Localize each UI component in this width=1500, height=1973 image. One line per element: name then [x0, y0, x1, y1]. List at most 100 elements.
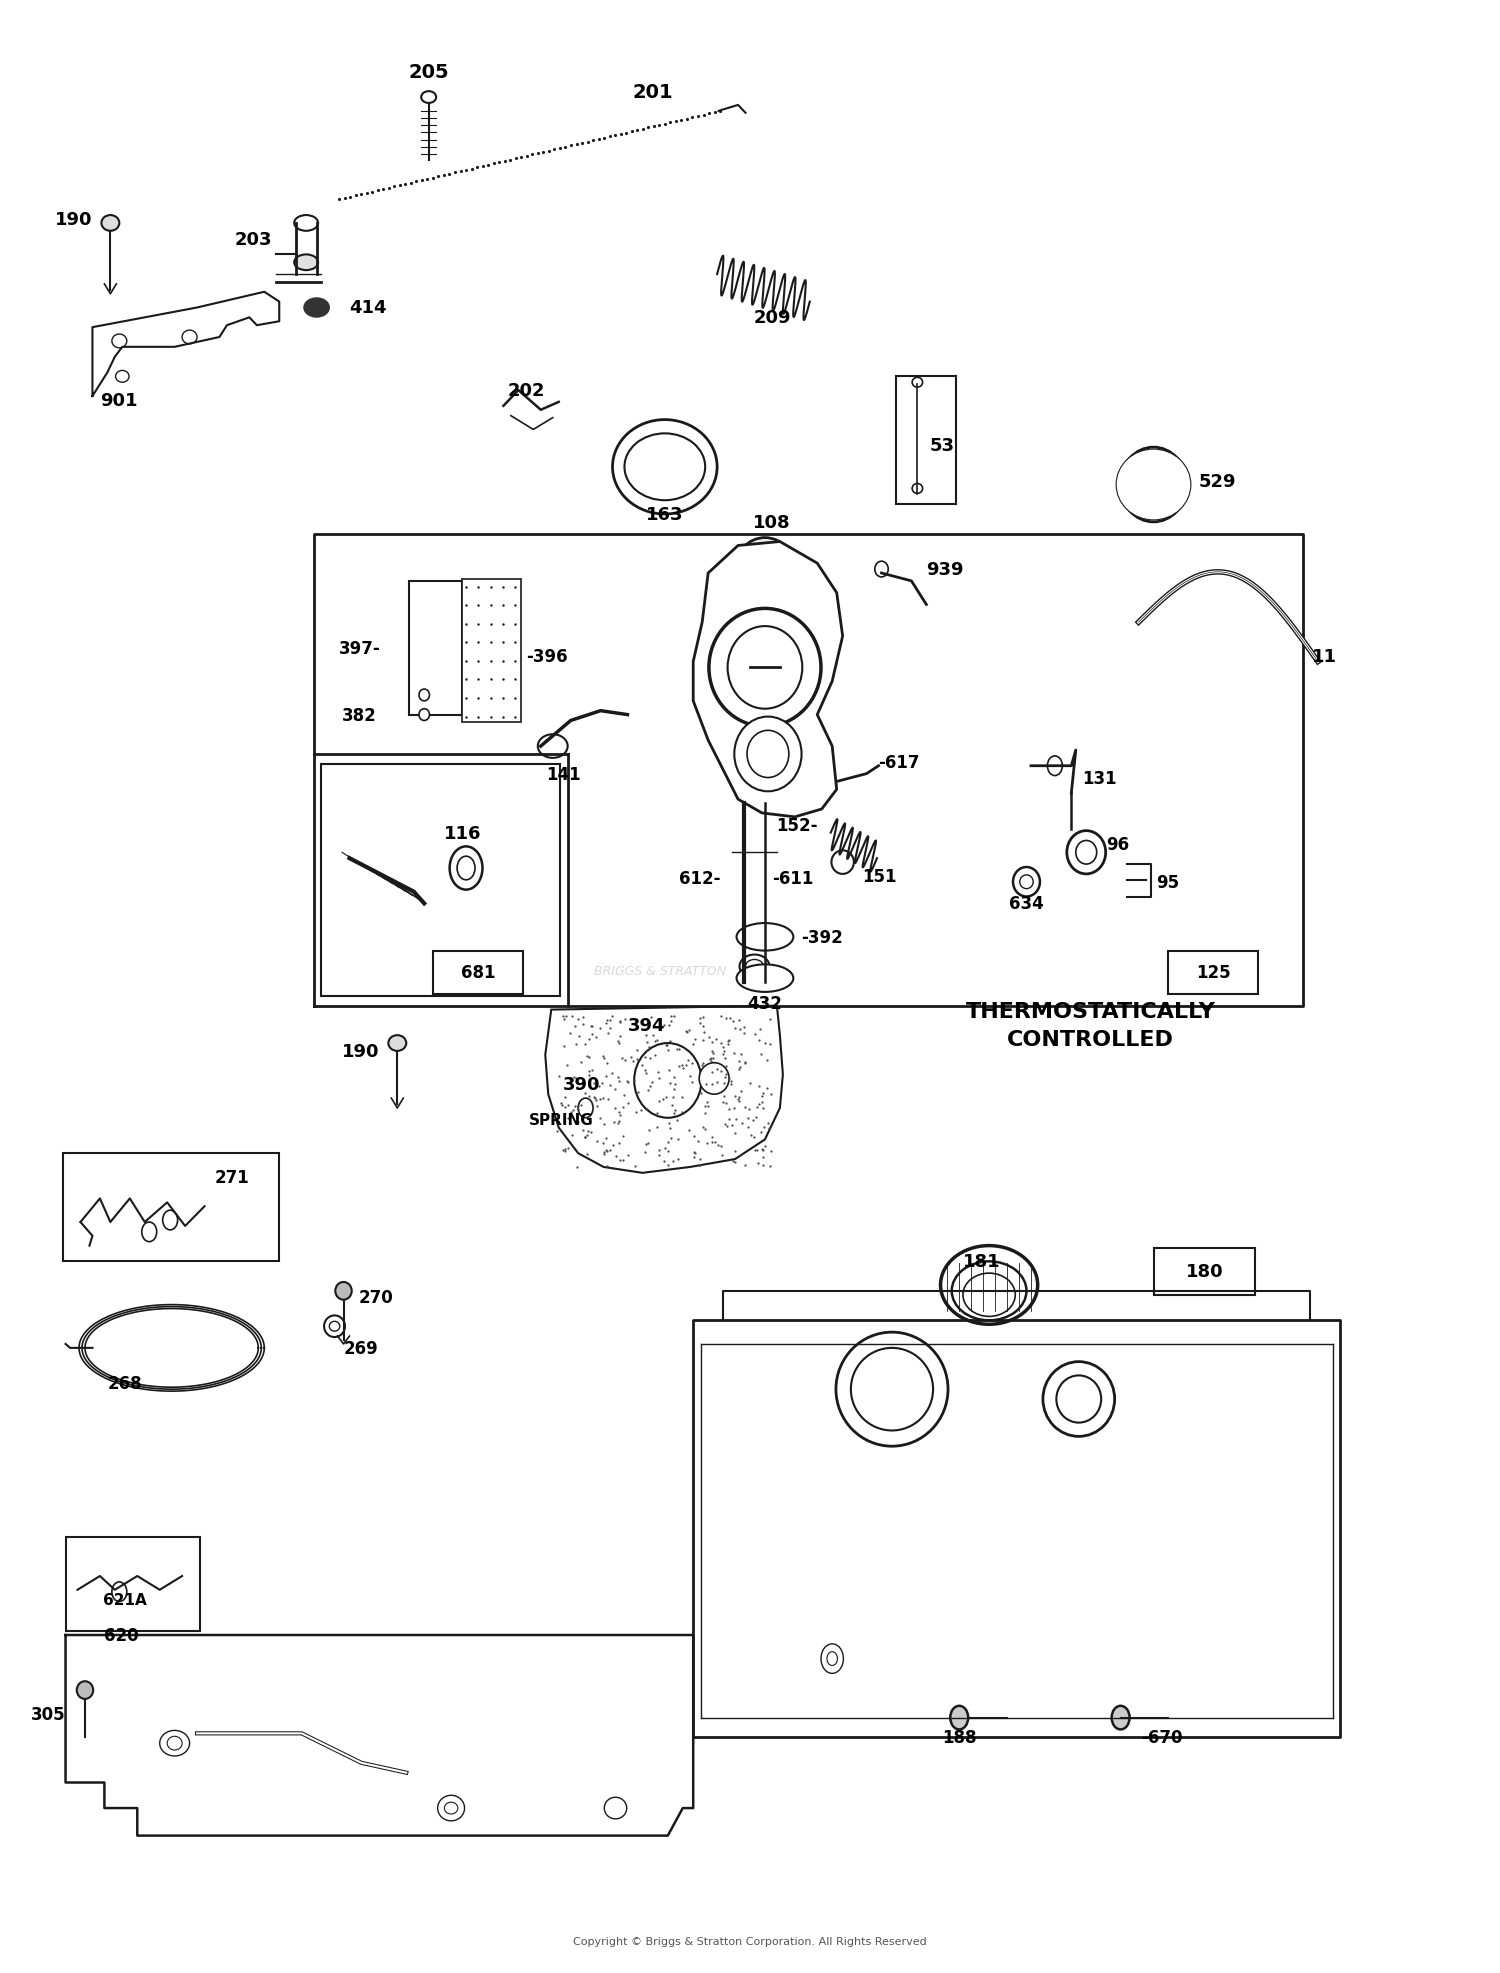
Ellipse shape: [142, 1223, 156, 1243]
Ellipse shape: [1120, 448, 1186, 523]
Ellipse shape: [419, 710, 429, 720]
Bar: [897, 377, 956, 505]
Text: 181: 181: [963, 1253, 1000, 1271]
Bar: [63, 1154, 279, 1261]
Ellipse shape: [112, 335, 128, 349]
Text: 382: 382: [342, 706, 376, 724]
Text: 125: 125: [1196, 963, 1230, 983]
Ellipse shape: [76, 1681, 93, 1699]
Text: 305: 305: [32, 1705, 66, 1722]
Text: 270: 270: [358, 1288, 393, 1306]
Text: 634: 634: [1010, 896, 1044, 913]
Ellipse shape: [827, 1651, 837, 1665]
Ellipse shape: [1131, 462, 1176, 509]
Ellipse shape: [116, 371, 129, 383]
Ellipse shape: [912, 483, 922, 493]
Text: 201: 201: [633, 83, 674, 101]
Text: 271: 271: [214, 1168, 249, 1186]
Ellipse shape: [1112, 1707, 1130, 1730]
Text: 269: 269: [344, 1340, 378, 1357]
Text: THERMOSTATICALLY
CONTROLLED: THERMOSTATICALLY CONTROLLED: [966, 1002, 1215, 1050]
Text: 116: 116: [444, 825, 482, 842]
Ellipse shape: [821, 1644, 843, 1673]
Bar: [433, 951, 524, 994]
Text: -670: -670: [1142, 1728, 1184, 1746]
Ellipse shape: [850, 1348, 933, 1430]
Ellipse shape: [736, 923, 794, 951]
Text: 131: 131: [1082, 769, 1116, 787]
Ellipse shape: [1066, 831, 1106, 874]
Text: -611: -611: [772, 870, 814, 888]
Text: 152-: 152-: [776, 817, 818, 835]
Ellipse shape: [162, 1211, 177, 1231]
Text: 108: 108: [753, 513, 790, 531]
Text: 96: 96: [1106, 837, 1130, 854]
Ellipse shape: [774, 558, 784, 572]
Ellipse shape: [951, 1261, 1026, 1320]
Ellipse shape: [112, 1582, 128, 1602]
Text: -392: -392: [801, 929, 843, 947]
Ellipse shape: [166, 1736, 182, 1750]
Ellipse shape: [294, 215, 318, 231]
Text: 202: 202: [509, 383, 546, 401]
Ellipse shape: [624, 434, 705, 501]
Ellipse shape: [1056, 1375, 1101, 1423]
Text: 394: 394: [627, 1016, 664, 1034]
Text: 205: 205: [408, 63, 448, 83]
Ellipse shape: [330, 1322, 340, 1332]
Text: -396: -396: [526, 647, 567, 665]
Text: 188: 188: [942, 1728, 976, 1746]
Ellipse shape: [182, 331, 196, 345]
Text: 620: 620: [105, 1626, 140, 1644]
Ellipse shape: [746, 558, 754, 572]
Ellipse shape: [1047, 756, 1062, 775]
Polygon shape: [693, 543, 843, 817]
Ellipse shape: [740, 955, 770, 979]
Text: 163: 163: [646, 505, 684, 523]
Bar: [1154, 1249, 1256, 1294]
Bar: [66, 1537, 200, 1632]
Ellipse shape: [728, 627, 803, 710]
Ellipse shape: [940, 1247, 1038, 1324]
Ellipse shape: [699, 1063, 729, 1095]
Ellipse shape: [836, 1332, 948, 1446]
Ellipse shape: [422, 93, 436, 105]
Bar: [410, 582, 462, 716]
Ellipse shape: [444, 1801, 458, 1813]
Ellipse shape: [538, 734, 567, 758]
Text: 939: 939: [927, 560, 964, 578]
Bar: [321, 764, 560, 996]
Text: -617: -617: [879, 754, 920, 771]
Ellipse shape: [612, 420, 717, 515]
Text: 190: 190: [342, 1042, 380, 1060]
Text: 529: 529: [1198, 472, 1236, 491]
Ellipse shape: [438, 1795, 465, 1821]
Ellipse shape: [1013, 868, 1040, 898]
Ellipse shape: [336, 1282, 351, 1300]
Ellipse shape: [735, 539, 795, 602]
Ellipse shape: [458, 856, 476, 880]
Ellipse shape: [747, 730, 789, 777]
Ellipse shape: [1124, 456, 1184, 515]
Ellipse shape: [736, 965, 794, 992]
Text: 151: 151: [862, 868, 897, 886]
Ellipse shape: [1076, 840, 1096, 864]
Ellipse shape: [874, 562, 888, 578]
Ellipse shape: [735, 718, 801, 791]
Ellipse shape: [1116, 450, 1191, 521]
Text: 95: 95: [1156, 874, 1179, 892]
Text: 612-: 612-: [678, 870, 720, 888]
Text: 209: 209: [753, 310, 790, 328]
Text: 414: 414: [350, 300, 387, 318]
Bar: [1168, 951, 1258, 994]
Text: 390: 390: [562, 1075, 600, 1093]
Text: 901: 901: [100, 393, 138, 410]
Ellipse shape: [450, 846, 483, 890]
Text: 11: 11: [1312, 647, 1336, 665]
Ellipse shape: [1042, 1361, 1114, 1436]
Ellipse shape: [710, 610, 821, 726]
Text: 681: 681: [460, 963, 495, 983]
Ellipse shape: [419, 691, 429, 702]
Text: 53: 53: [930, 436, 954, 456]
Ellipse shape: [324, 1316, 345, 1338]
